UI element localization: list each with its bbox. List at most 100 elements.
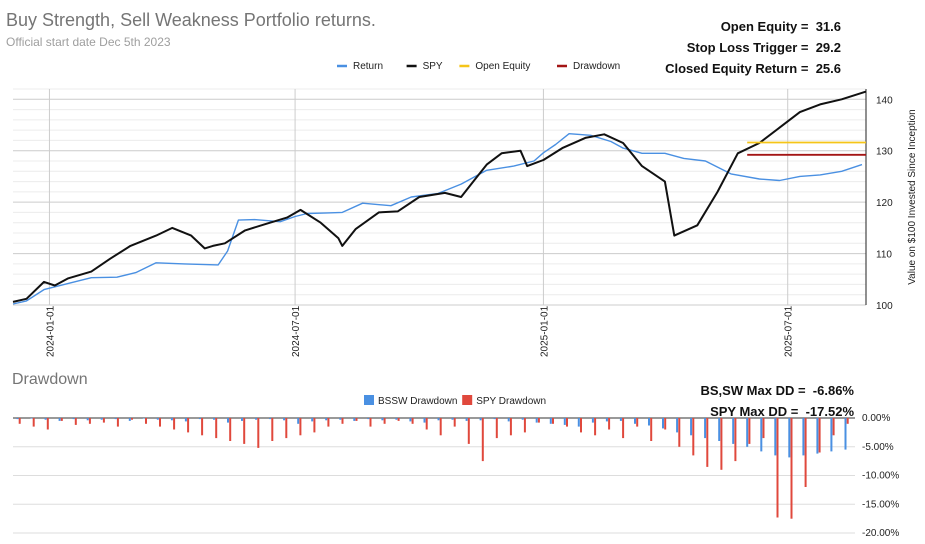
bar-bssw-drawdown xyxy=(634,418,636,424)
bar-bssw-drawdown xyxy=(255,418,258,420)
bar-bssw-drawdown xyxy=(451,418,454,420)
bar-spy-drawdown xyxy=(88,418,91,424)
bar-bssw-drawdown xyxy=(100,418,103,420)
bar-spy-drawdown xyxy=(355,418,358,421)
bar-spy-drawdown xyxy=(313,418,316,433)
bar-spy-drawdown xyxy=(102,418,105,423)
stat-stop-loss: Stop Loss Trigger = 29.2 xyxy=(665,37,841,58)
bar-spy-drawdown xyxy=(509,418,512,436)
bar-bssw-drawdown xyxy=(591,418,594,423)
legend-label: Return xyxy=(353,61,383,72)
bar-spy-drawdown xyxy=(580,418,582,433)
bar-spy-drawdown xyxy=(552,418,554,424)
bar-bssw-drawdown xyxy=(802,418,805,456)
y-tick-label: 130 xyxy=(876,147,893,158)
bar-bssw-drawdown xyxy=(493,418,496,420)
bar-spy-drawdown xyxy=(594,418,597,436)
bar-bssw-drawdown xyxy=(16,418,19,420)
bar-spy-drawdown xyxy=(804,418,807,487)
bar-spy-drawdown xyxy=(60,418,63,421)
bar-bssw-drawdown xyxy=(283,418,286,421)
y-axis-label: Value on $100 Invested Since Inception xyxy=(907,109,918,285)
bar-bssw-drawdown xyxy=(86,418,89,421)
bar-bssw-drawdown xyxy=(774,418,777,456)
bar-spy-drawdown xyxy=(846,418,849,424)
stat-label: Closed Equity Return = xyxy=(665,61,809,76)
stat-label: BS,SW Max DD = xyxy=(700,383,806,398)
bar-bssw-drawdown xyxy=(142,418,145,419)
legend-label: Drawdown xyxy=(573,61,620,72)
bar-bssw-drawdown xyxy=(128,418,131,421)
stats-panel: Open Equity = 31.6 Stop Loss Trigger = 2… xyxy=(665,16,841,79)
bar-bssw-drawdown xyxy=(353,418,356,421)
bar-spy-drawdown xyxy=(411,418,414,424)
stat-closed-equity: Closed Equity Return = 25.6 xyxy=(665,58,841,79)
legend-label: SPY Drawdown xyxy=(476,396,546,407)
bar-spy-drawdown xyxy=(18,418,21,424)
bar-spy-drawdown xyxy=(32,418,35,427)
bar-bssw-drawdown xyxy=(198,418,201,420)
y-tick-label: 140 xyxy=(876,95,893,106)
stat-value: 25.6 xyxy=(815,61,841,76)
stat-bssw-max-dd: BS,SW Max DD = -6.86% xyxy=(700,380,854,401)
bar-bssw-drawdown xyxy=(563,418,566,425)
x-tick-label: 2024-07-01 xyxy=(291,305,302,357)
bar-spy-drawdown xyxy=(243,418,246,444)
bar-spy-drawdown xyxy=(650,418,653,441)
bar-spy-drawdown xyxy=(790,418,793,519)
bar-spy-drawdown xyxy=(425,418,428,430)
bar-spy-drawdown xyxy=(131,418,133,420)
bar-spy-drawdown xyxy=(706,418,709,467)
y-tick-label: 100 xyxy=(876,301,893,312)
legend-swatch xyxy=(462,395,473,405)
bar-spy-drawdown xyxy=(299,418,302,436)
bar-spy-drawdown xyxy=(481,418,484,462)
bar-bssw-drawdown xyxy=(465,418,468,421)
bar-spy-drawdown xyxy=(187,418,190,433)
legend-label: SPY xyxy=(423,61,443,72)
bar-bssw-drawdown xyxy=(788,418,791,458)
bar-spy-drawdown xyxy=(622,418,625,439)
x-tick-label: 2025-07-01 xyxy=(784,305,795,357)
y-tick-label: 120 xyxy=(876,198,893,209)
bar-spy-drawdown xyxy=(439,418,442,436)
bar-bssw-drawdown xyxy=(241,418,243,421)
series-line-spy xyxy=(12,90,867,303)
bar-bssw-drawdown xyxy=(549,418,552,424)
bar-spy-drawdown xyxy=(523,418,526,433)
stat-label: Stop Loss Trigger = xyxy=(686,40,809,55)
bar-spy-drawdown xyxy=(636,418,639,427)
y-tick-label: 0.00% xyxy=(862,413,890,424)
bar-bssw-drawdown xyxy=(676,418,679,433)
bar-bssw-drawdown xyxy=(227,418,229,423)
bar-spy-drawdown xyxy=(74,418,77,425)
stat-label: SPY Max DD = xyxy=(710,404,799,419)
stat-label: Open Equity = xyxy=(720,19,809,34)
bar-bssw-drawdown xyxy=(816,418,819,454)
bar-bssw-drawdown xyxy=(339,418,342,420)
dd-stats-panel: BS,SW Max DD = -6.86% SPY Max DD = -17.5… xyxy=(700,380,854,422)
bar-bssw-drawdown xyxy=(732,418,735,444)
stat-value: 31.6 xyxy=(815,19,841,34)
bar-bssw-drawdown xyxy=(437,418,440,421)
bar-spy-drawdown xyxy=(495,418,498,439)
bar-bssw-drawdown xyxy=(718,418,721,441)
bar-spy-drawdown xyxy=(453,418,456,427)
bar-bssw-drawdown xyxy=(381,418,384,421)
bar-spy-drawdown xyxy=(341,418,344,424)
bar-bssw-drawdown xyxy=(746,418,749,447)
legend-label: Open Equity xyxy=(475,61,530,72)
bar-spy-drawdown xyxy=(537,418,540,423)
y-tick-label: 110 xyxy=(876,250,892,261)
bar-bssw-drawdown xyxy=(619,418,622,421)
bar-bssw-drawdown xyxy=(44,418,47,420)
bar-spy-drawdown xyxy=(201,418,204,436)
bar-spy-drawdown xyxy=(734,418,737,462)
bar-spy-drawdown xyxy=(173,418,176,430)
bar-spy-drawdown xyxy=(678,418,681,447)
bar-spy-drawdown xyxy=(720,418,723,470)
bar-spy-drawdown xyxy=(159,418,161,427)
stat-value: -17.52% xyxy=(805,404,854,419)
bar-bssw-drawdown xyxy=(521,418,524,420)
